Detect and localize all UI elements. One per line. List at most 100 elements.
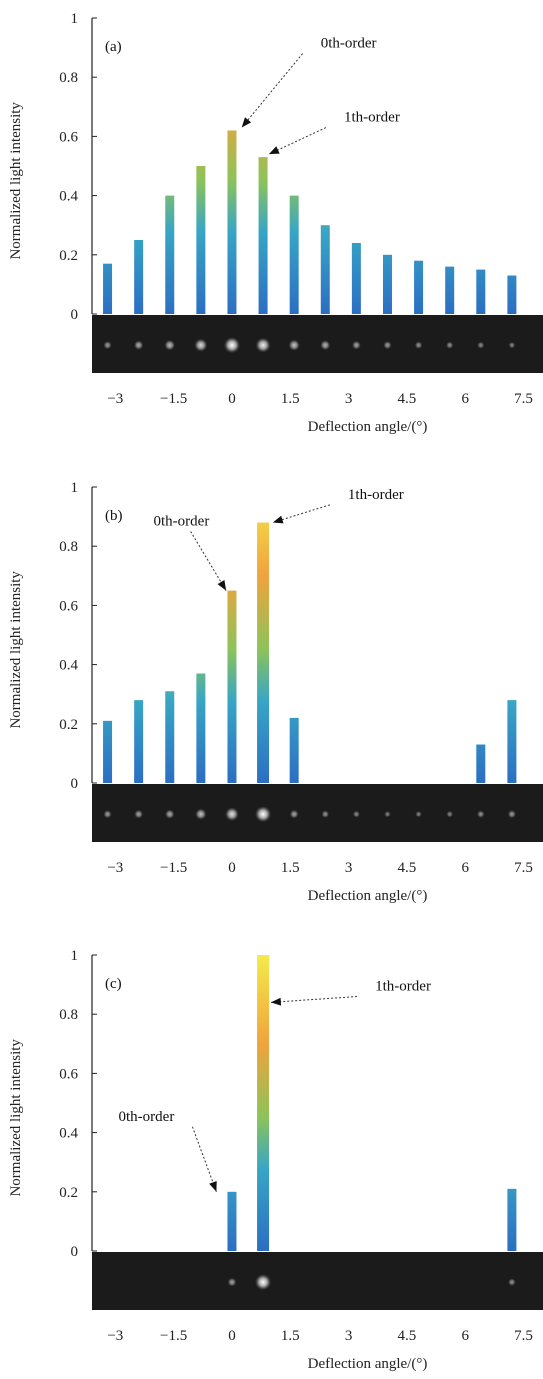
peak-bar <box>134 700 144 783</box>
annotation-label: 1th-order <box>375 979 431 995</box>
x-tick-label: 6 <box>461 1328 469 1344</box>
diffraction-spot <box>414 341 423 349</box>
x-tick-label: 1.5 <box>281 860 300 876</box>
peak <box>445 266 455 314</box>
diffraction-spot <box>476 810 485 818</box>
peak-bar <box>227 590 237 783</box>
annotation: 1th-order <box>268 110 400 155</box>
x-tick-label: 4.5 <box>398 391 417 407</box>
peak-bar <box>103 263 113 314</box>
diffraction-spot <box>415 810 422 818</box>
panel-label: (b) <box>105 508 123 524</box>
peak <box>227 130 237 314</box>
x-tick-label: 3 <box>345 1328 353 1344</box>
y-tick-label: 0.8 <box>59 1007 78 1023</box>
peak-bar <box>289 717 299 783</box>
y-tick-label: 0.8 <box>59 70 78 86</box>
annotation-label: 0th-order <box>321 36 377 52</box>
annotation: 0th-order <box>241 36 377 128</box>
diffraction-spot <box>103 810 112 819</box>
peak <box>382 254 392 314</box>
peak-bar <box>196 673 206 783</box>
annotation-arrow-line <box>270 996 358 1003</box>
peak <box>351 242 361 314</box>
y-axis-title: Normalized light intensity <box>8 571 24 729</box>
diffraction-spot <box>195 808 207 820</box>
annotation-arrowhead <box>209 1181 217 1192</box>
peak <box>257 522 270 783</box>
annotation-arrowhead <box>270 997 282 1006</box>
diffraction-spot <box>255 1274 272 1291</box>
peak-bar <box>196 166 206 314</box>
peak <box>476 269 486 314</box>
annotation-arrow-line <box>268 127 327 155</box>
peak-bar <box>507 700 517 783</box>
panel-2: 0 0.2 0.4 0.6 0.8 1 Normalized light intensity… <box>8 480 543 904</box>
diffraction-spot <box>508 1278 516 1286</box>
x-tick-label: 4.5 <box>398 860 417 876</box>
peak <box>289 717 299 783</box>
diffraction-spot <box>289 809 299 819</box>
peak-bar <box>227 1191 237 1251</box>
peak <box>103 720 113 783</box>
y-tick-label: 0.2 <box>59 1185 78 1201</box>
annotation-arrowhead <box>272 515 284 524</box>
peak-bar <box>103 720 113 783</box>
panel-label: (c) <box>105 976 122 992</box>
peak <box>258 157 268 314</box>
x-tick-label: 6 <box>461 391 469 407</box>
peak <box>165 195 175 314</box>
diffraction-spot <box>320 340 331 351</box>
diffraction-spot <box>383 341 392 350</box>
peak-bar <box>257 522 270 783</box>
y-tick-label: 0 <box>71 776 79 792</box>
peak-bar <box>414 260 424 314</box>
annotation-arrow-line <box>191 1126 217 1192</box>
diffraction-spot <box>508 341 516 349</box>
diffraction-spot <box>194 338 208 352</box>
x-tick-label: −3 <box>107 1328 123 1344</box>
x-tick-label: 7.5 <box>514 860 533 876</box>
peak-bar <box>445 266 455 314</box>
diffraction-spot <box>134 809 144 819</box>
peak <box>289 195 299 314</box>
diffraction-spot <box>288 339 300 351</box>
diffraction-spot-strip <box>92 315 543 373</box>
annotation: 0th-order <box>154 513 227 591</box>
x-axis-title: Deflection angle/(°) <box>308 419 428 435</box>
peak-bar <box>257 955 270 1251</box>
y-axis-title: Normalized light intensity <box>8 102 24 260</box>
diffraction-spot <box>103 341 112 350</box>
peak-bar <box>476 269 486 314</box>
y-tick-label: 1 <box>71 480 79 496</box>
annotation-label: 1th-order <box>344 110 400 126</box>
diffraction-spot <box>352 810 360 818</box>
x-axis-title: Deflection angle/(°) <box>308 1356 428 1372</box>
diffraction-spot <box>477 341 485 349</box>
x-tick-label: 6 <box>461 860 469 876</box>
peak-bar <box>134 240 144 314</box>
y-tick-label: 0 <box>71 1244 79 1260</box>
annotation-arrowhead <box>241 117 252 128</box>
peak-bar <box>320 225 330 314</box>
diffraction-spot <box>165 809 175 819</box>
peak-bar <box>382 254 392 314</box>
annotation-label: 0th-order <box>119 1109 175 1125</box>
annotation-arrow-line <box>190 531 227 591</box>
y-axis-title: Normalized light intensity <box>8 1039 24 1197</box>
peak-bar <box>258 157 268 314</box>
x-tick-label: −3 <box>107 391 123 407</box>
x-tick-label: −1.5 <box>160 1328 187 1344</box>
x-tick-label: 1.5 <box>281 391 300 407</box>
diffraction-spot <box>227 1277 237 1287</box>
peak-bar <box>289 195 299 314</box>
peak <box>414 260 424 314</box>
peak <box>507 700 517 783</box>
x-tick-label: 7.5 <box>514 391 533 407</box>
diffraction-spot <box>446 810 454 818</box>
y-tick-label: 0.4 <box>59 189 78 205</box>
diffraction-spot-strip <box>92 784 543 842</box>
peak <box>476 744 486 783</box>
peak <box>507 275 517 314</box>
